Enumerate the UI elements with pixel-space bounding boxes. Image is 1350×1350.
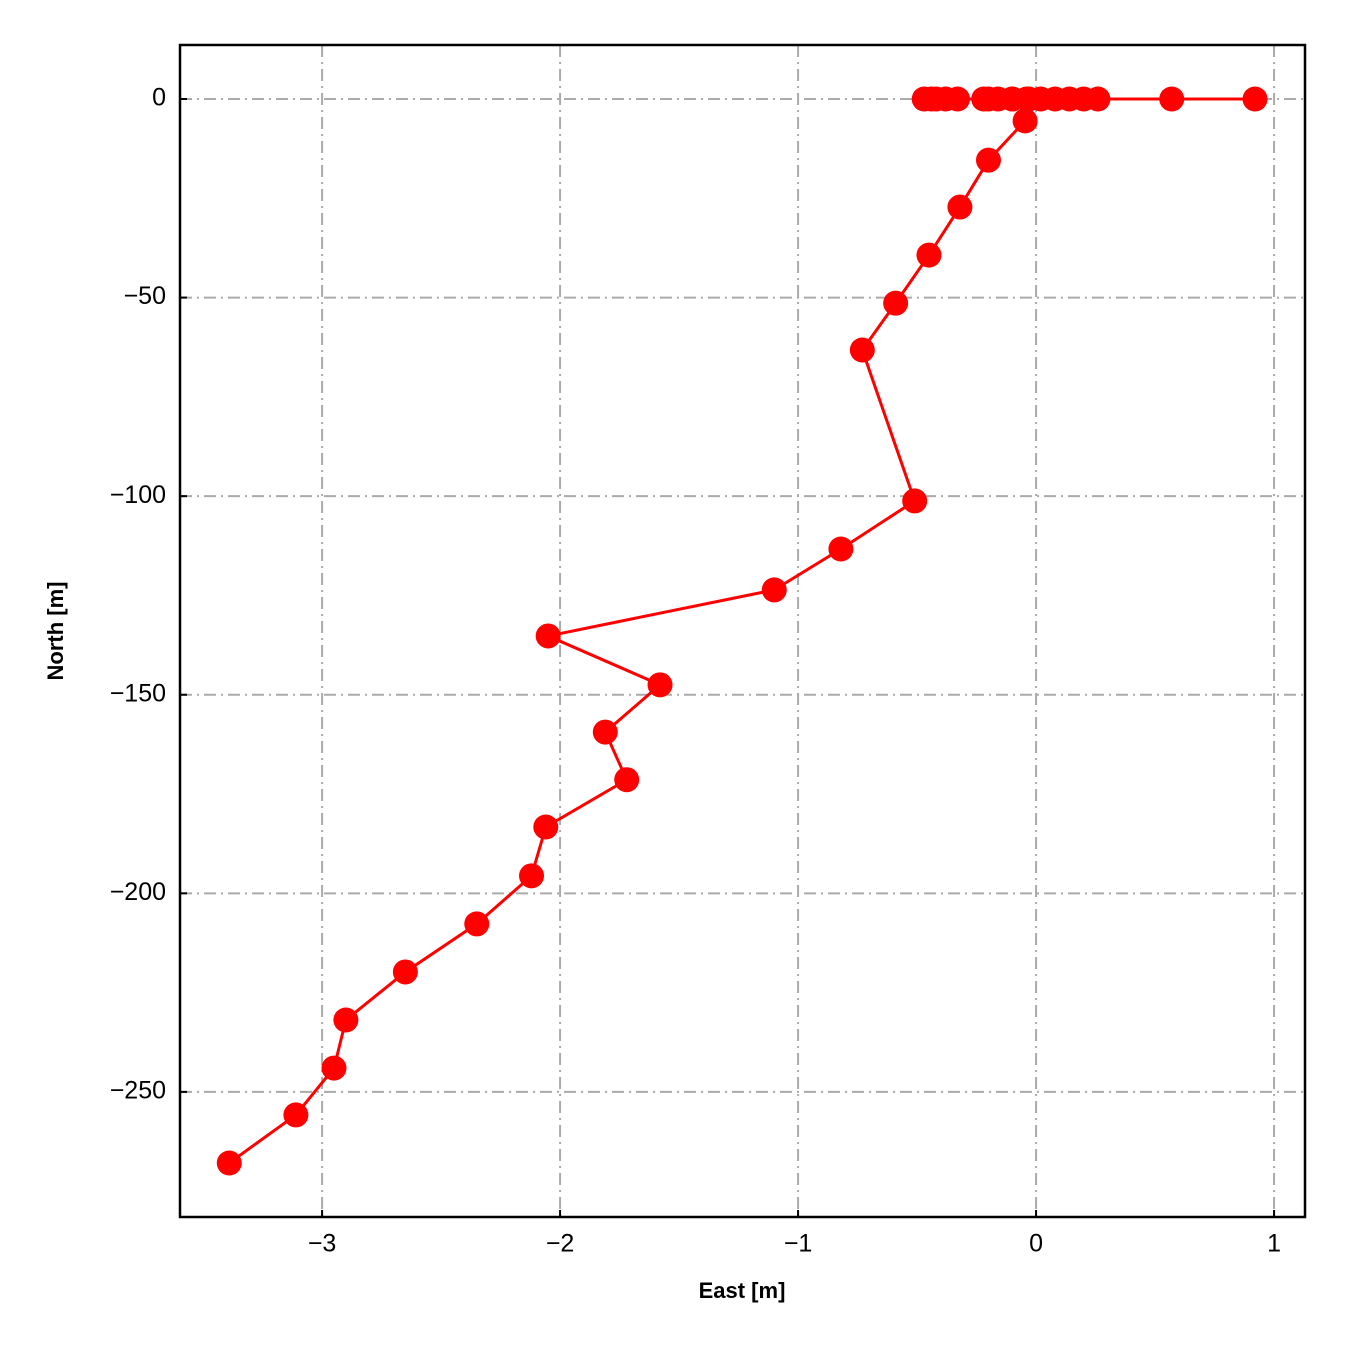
data-point bbox=[947, 194, 973, 220]
data-point bbox=[283, 1102, 309, 1128]
data-point bbox=[647, 672, 673, 698]
x-axis-label: East [m] bbox=[699, 1278, 786, 1303]
data-point bbox=[1016, 86, 1042, 112]
data-point bbox=[1242, 86, 1268, 112]
data-point bbox=[614, 767, 640, 793]
y-tick-label: 0 bbox=[152, 84, 166, 112]
data-point bbox=[761, 577, 787, 603]
data-point bbox=[535, 623, 561, 649]
plot-frame bbox=[178, 43, 1307, 1219]
data-point bbox=[933, 86, 959, 112]
data-point bbox=[975, 86, 1001, 112]
data-point bbox=[916, 242, 942, 268]
data-point bbox=[392, 959, 418, 985]
data-point bbox=[592, 719, 618, 745]
x-tick-label: 0 bbox=[1029, 1230, 1043, 1258]
data-point bbox=[519, 863, 545, 889]
data-point bbox=[1159, 86, 1185, 112]
data-point bbox=[902, 488, 928, 514]
y-axis-label: North [m] bbox=[43, 582, 68, 681]
y-tick-label: −250 bbox=[110, 1077, 166, 1105]
y-tick-label: −50 bbox=[124, 282, 166, 310]
x-tick-label: −3 bbox=[308, 1230, 337, 1258]
y-tick-label: −150 bbox=[110, 679, 166, 707]
data-point bbox=[321, 1055, 347, 1081]
y-tick-label: −200 bbox=[110, 878, 166, 906]
data-point bbox=[975, 147, 1001, 173]
data-point bbox=[828, 536, 854, 562]
y-tick-label: −100 bbox=[110, 481, 166, 509]
data-point bbox=[333, 1007, 359, 1033]
data-point bbox=[533, 814, 559, 840]
data-point bbox=[464, 911, 490, 937]
x-tick-label: 1 bbox=[1267, 1230, 1281, 1258]
data-point bbox=[1012, 108, 1038, 134]
x-tick-label: −2 bbox=[546, 1230, 575, 1258]
data-point bbox=[883, 290, 909, 316]
data-point bbox=[216, 1150, 242, 1176]
x-tick-label: −1 bbox=[784, 1230, 813, 1258]
data-point bbox=[849, 337, 875, 363]
